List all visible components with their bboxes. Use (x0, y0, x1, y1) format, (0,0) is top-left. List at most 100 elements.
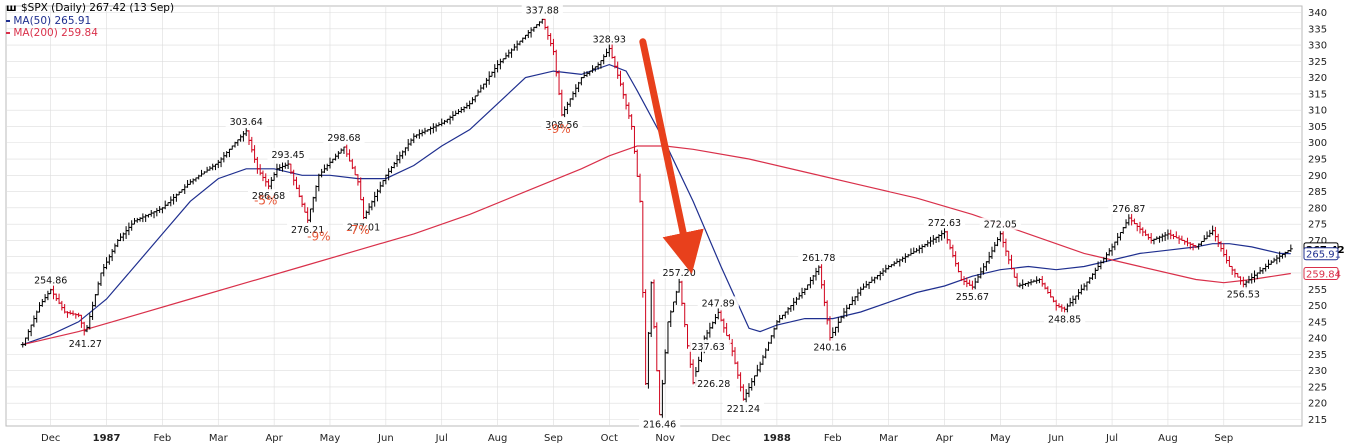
value-label-bg (30, 273, 72, 286)
value-label-bg (588, 32, 630, 45)
y-tick-label: 325 (1308, 57, 1327, 68)
value-label: 276.21 (291, 225, 324, 236)
value-label: 256.53 (1227, 289, 1260, 300)
x-tick-label: Dec (41, 433, 60, 444)
value-label-bg (689, 339, 731, 352)
y-tick-label: 225 (1308, 382, 1327, 393)
x-tick-label: Apr (265, 433, 283, 444)
value-label: 276.87 (1112, 204, 1145, 215)
y-tick-label: 300 (1308, 138, 1327, 149)
x-tick-label: Feb (154, 433, 172, 444)
chart-plot-area (20, 18, 1293, 420)
plot-frame (5, 5, 1303, 427)
value-label: 254.86 (34, 276, 67, 287)
y-tick-label: 340 (1308, 8, 1327, 19)
y-tick-label: 220 (1308, 399, 1327, 410)
value-label: 261.78 (802, 253, 835, 264)
value-label: 241.27 (69, 339, 102, 350)
x-tick-label: Jul (1105, 433, 1118, 444)
x-axis: Dec 1987 Feb Mar Apr May Jun Jul Aug Sep Oct Nov Dec… (41, 433, 1233, 444)
value-label-bg (342, 220, 385, 233)
last-value-tag: 259.84 (1306, 269, 1341, 280)
x-tick-label: Feb (824, 433, 842, 444)
x-tick-label: Mar (879, 433, 899, 444)
y-tick-label: 315 (1308, 89, 1327, 100)
x-tick-label: Jun (1047, 433, 1064, 444)
legend-ma50-row: MA(50) 265.91 (6, 15, 174, 27)
x-tick-label: Sep (544, 433, 563, 444)
y-tick-label: 245 (1308, 317, 1327, 328)
value-label: 328.93 (593, 35, 626, 46)
value-label: 221.24 (727, 404, 760, 415)
value-label-bg (1043, 312, 1086, 325)
value-label: 247.89 (702, 298, 735, 309)
y-tick-label: 290 (1308, 171, 1327, 182)
value-label-bg (697, 296, 739, 309)
y-tick-label: 305 (1308, 122, 1327, 133)
legend-ma50-label: MA(50) 265.91 (13, 15, 92, 27)
value-label-bg (695, 376, 737, 389)
value-label: 308.56 (545, 120, 578, 131)
y-tick-label: 255 (1308, 285, 1327, 296)
pct-drop-label: -9% (307, 229, 330, 243)
value-label-bg (951, 290, 994, 303)
legend-ma200-label: MA(200) 259.84 (13, 27, 98, 39)
y-tick-label: 335 (1308, 24, 1327, 35)
last-value-tag: 265.91 (1306, 250, 1341, 261)
y-tick-label: 320 (1308, 73, 1327, 84)
y-axis: 2152202252302352402452502552602652702752… (1303, 8, 1345, 426)
chart-legend: ш $SPX (Daily) 267.42 (13 Sep) MA(50) 26… (6, 2, 174, 39)
value-label-bg (541, 117, 583, 130)
value-label-bg (521, 3, 563, 16)
value-label: 298.68 (327, 133, 360, 144)
pct-drop-label: -9% (547, 122, 570, 136)
value-label: 272.63 (928, 218, 961, 229)
value-label: 216.46 (643, 420, 676, 431)
y-tick-label: 310 (1308, 106, 1327, 117)
value-label-bg (247, 189, 290, 202)
value-label-bg (979, 217, 1021, 230)
y-tick-label: 295 (1308, 155, 1327, 166)
value-label-bg (323, 131, 365, 144)
legend-symbol-label: $SPX (Daily) 267.42 (13 Sep) (20, 2, 175, 14)
x-tick-label: Aug (1158, 433, 1178, 444)
x-tick-label: Aug (488, 433, 508, 444)
x-tick-label: 1987 (93, 433, 121, 444)
value-label: 255.67 (956, 292, 989, 303)
value-label: 272.05 (984, 220, 1017, 231)
x-tick-label: Apr (936, 433, 954, 444)
y-tick-label: 240 (1308, 334, 1327, 345)
ma200-line (22, 145, 1291, 346)
legend-ma200-swatch-icon (6, 32, 10, 34)
last-value-tag-box (1303, 247, 1339, 261)
value-label: 237.63 (692, 342, 725, 353)
value-label-bg (923, 215, 966, 228)
value-label-bg (638, 417, 681, 430)
value-label-bg (287, 223, 329, 236)
last-value-tag-box (1303, 266, 1339, 280)
value-label: 257.20 (663, 268, 696, 279)
x-tick-label: Mar (209, 433, 229, 444)
y-tick-label: 330 (1308, 41, 1327, 52)
value-label-bg (1222, 287, 1264, 300)
y-tick-label: 270 (1308, 236, 1327, 247)
stockcharts-logo-icon: ш (6, 3, 17, 14)
crash-arrow (639, 38, 704, 274)
value-label: 226.28 (697, 379, 730, 390)
x-tick-label: May (320, 433, 341, 444)
chart-grid (5, 5, 1303, 427)
chart-annotations: 254.86 241.27 303.64 286.68 293.45 276.21 298.… (30, 3, 1264, 431)
pct-drop-label: -7% (346, 223, 369, 237)
x-tick-label: Jun (377, 433, 394, 444)
x-tick-label: 1988 (763, 433, 791, 444)
y-tick-label: 275 (1308, 220, 1327, 231)
ma50-line (22, 63, 1291, 346)
value-label-bg (722, 402, 764, 415)
y-tick-label: 235 (1308, 350, 1327, 361)
x-tick-label: May (990, 433, 1011, 444)
y-tick-label: 230 (1308, 366, 1327, 377)
value-label: 286.68 (252, 191, 285, 202)
value-label-bg (64, 336, 106, 349)
value-label: 337.88 (526, 5, 559, 16)
